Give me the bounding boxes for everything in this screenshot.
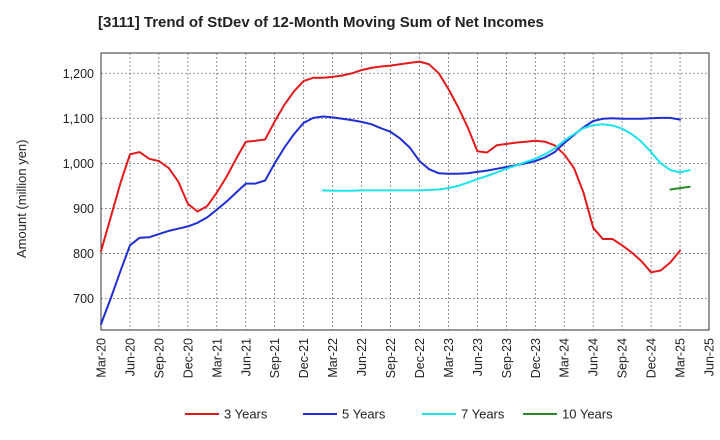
y-tick-label: 1,000 [63, 157, 94, 171]
x-tick-label: Sep-22 [384, 338, 398, 378]
series-line-7-years [322, 123, 691, 192]
legend-label: 7 Years [461, 407, 505, 422]
legend-label: 10 Years [562, 407, 613, 422]
x-tick-label: Dec-23 [529, 338, 543, 378]
series-line-10-years [669, 185, 691, 191]
plot-area [100, 52, 710, 331]
x-tick-label: Jun-22 [355, 338, 369, 376]
series-line-5-years [100, 115, 681, 326]
x-tick-label: Jun-25 [703, 338, 717, 376]
x-tick-label: Mar-20 [95, 338, 109, 378]
x-tick-label: Dec-22 [413, 338, 427, 378]
x-tick-label: Mar-21 [210, 338, 224, 378]
x-axis-ticks: Mar-20 Jun-20 Sep-20 Dec-20 Mar-21 Jun-21 Sep-… [95, 338, 717, 378]
x-tick-label: Jun-20 [123, 338, 137, 376]
x-tick-label: Jun-24 [587, 338, 601, 376]
y-axis-ticks: 700 800 900 1,000 1,100 1,200 [63, 67, 94, 306]
y-tick-label: 1,100 [63, 112, 94, 126]
x-tick-label: Sep-20 [152, 338, 166, 378]
y-tick-label: 1,200 [63, 67, 94, 81]
x-tick-label: Jun-21 [239, 338, 253, 376]
legend-label: 5 Years [342, 407, 386, 422]
x-tick-label: Dec-21 [297, 338, 311, 378]
chart-title: [3111] Trend of StDev of 12-Month Moving… [98, 14, 544, 31]
series-lines [100, 60, 691, 326]
x-tick-label: Dec-20 [181, 338, 195, 378]
legend: 3 Years 5 Years 7 Years 10 Years [185, 407, 613, 422]
y-tick-label: 700 [73, 292, 94, 306]
x-tick-label: Sep-23 [500, 338, 514, 378]
legend-label: 3 Years [224, 407, 268, 422]
grid-lines [100, 53, 710, 330]
x-tick-label: Mar-23 [442, 338, 456, 378]
x-tick-label: Jun-23 [471, 338, 485, 376]
x-tick-label: Sep-24 [616, 338, 630, 378]
x-tick-label: Mar-24 [558, 338, 572, 378]
x-tick-label: Mar-22 [326, 338, 340, 378]
x-tick-label: Dec-24 [645, 338, 659, 378]
x-tick-label: Sep-21 [268, 338, 282, 378]
series-line-3-years [100, 60, 681, 274]
x-tick-label: Mar-25 [674, 338, 688, 378]
y-tick-label: 800 [73, 247, 94, 261]
y-tick-label: 900 [73, 202, 94, 216]
